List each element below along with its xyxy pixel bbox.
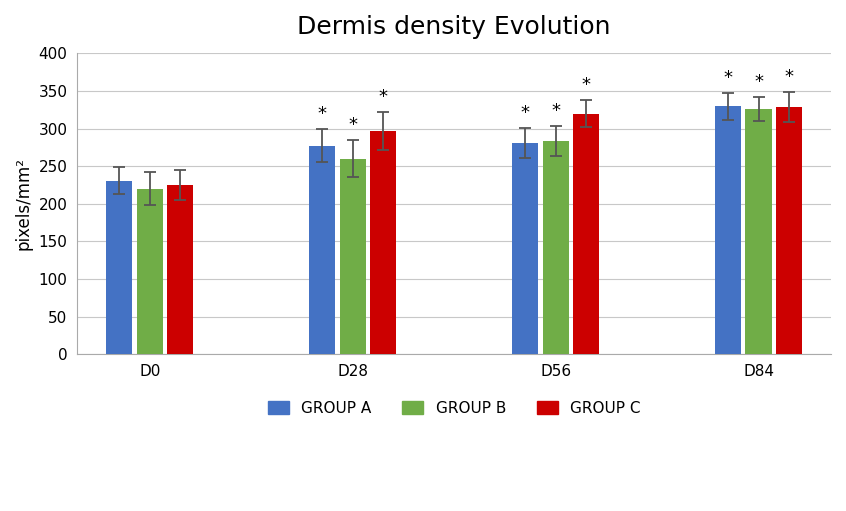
- Bar: [137, 189, 162, 354]
- Bar: [168, 185, 193, 354]
- Bar: [715, 106, 741, 354]
- Legend: GROUP A, GROUP B, GROUP C: GROUP A, GROUP B, GROUP C: [261, 394, 647, 422]
- Text: *: *: [581, 76, 591, 94]
- Bar: [745, 109, 772, 354]
- Text: *: *: [349, 116, 357, 134]
- Text: *: *: [520, 104, 530, 122]
- Text: *: *: [318, 105, 327, 123]
- Text: *: *: [754, 73, 763, 91]
- Bar: [542, 141, 569, 354]
- Bar: [512, 143, 538, 354]
- Y-axis label: pixels/mm²: pixels/mm²: [15, 157, 33, 250]
- Bar: [573, 113, 599, 354]
- Bar: [370, 131, 396, 354]
- Bar: [776, 107, 802, 354]
- Bar: [107, 180, 132, 354]
- Text: *: *: [551, 102, 560, 120]
- Bar: [339, 159, 365, 354]
- Text: *: *: [723, 68, 733, 86]
- Text: *: *: [784, 68, 794, 86]
- Title: Dermis density Evolution: Dermis density Evolution: [298, 15, 611, 39]
- Text: *: *: [379, 88, 387, 106]
- Bar: [309, 146, 335, 354]
